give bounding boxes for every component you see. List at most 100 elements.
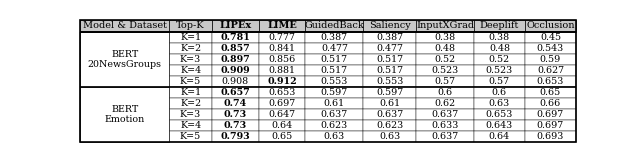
Text: 0.48: 0.48 xyxy=(489,44,510,53)
Bar xyxy=(364,76,416,87)
Bar xyxy=(525,20,576,32)
Text: 0.73: 0.73 xyxy=(223,121,247,130)
Bar xyxy=(364,32,416,43)
Text: Top-K: Top-K xyxy=(176,21,205,30)
Bar xyxy=(525,65,576,76)
Text: 0.553: 0.553 xyxy=(321,77,348,86)
Text: 0.48: 0.48 xyxy=(435,44,456,53)
Bar xyxy=(80,65,170,76)
Bar xyxy=(259,43,305,54)
Bar xyxy=(305,109,364,120)
Text: 0.523: 0.523 xyxy=(431,66,459,75)
Bar xyxy=(305,120,364,131)
Text: 0.637: 0.637 xyxy=(431,132,459,141)
Text: 0.45: 0.45 xyxy=(540,33,561,42)
Bar xyxy=(525,32,576,43)
Bar xyxy=(170,54,212,65)
Text: 0.52: 0.52 xyxy=(435,55,456,64)
Bar xyxy=(416,76,474,87)
Bar xyxy=(212,76,259,87)
Text: 0.856: 0.856 xyxy=(268,55,296,64)
Bar xyxy=(170,76,212,87)
Text: 0.623: 0.623 xyxy=(376,121,403,130)
Text: 0.857: 0.857 xyxy=(220,44,250,53)
Bar xyxy=(212,65,259,76)
Text: LIME: LIME xyxy=(267,21,297,30)
Text: 0.64: 0.64 xyxy=(489,132,510,141)
Text: 0.74: 0.74 xyxy=(223,99,247,108)
Bar xyxy=(212,43,259,54)
Text: 0.63: 0.63 xyxy=(324,132,345,141)
Text: 0.57: 0.57 xyxy=(435,77,456,86)
Text: 0.517: 0.517 xyxy=(321,66,348,75)
Text: Saliency: Saliency xyxy=(369,21,410,30)
Text: 0.387: 0.387 xyxy=(376,33,403,42)
Bar xyxy=(364,54,416,65)
Bar xyxy=(259,20,305,32)
Bar xyxy=(525,120,576,131)
Bar xyxy=(305,20,364,32)
Text: 0.653: 0.653 xyxy=(486,110,513,119)
Bar xyxy=(305,65,364,76)
Bar xyxy=(364,65,416,76)
Text: K=1: K=1 xyxy=(180,33,201,42)
Text: 0.653: 0.653 xyxy=(537,77,564,86)
Bar xyxy=(474,65,525,76)
Text: 0.543: 0.543 xyxy=(537,44,564,53)
Text: 0.643: 0.643 xyxy=(486,121,513,130)
Bar xyxy=(259,109,305,120)
Bar xyxy=(259,32,305,43)
Text: LIPEx: LIPEx xyxy=(219,21,252,30)
Text: 0.62: 0.62 xyxy=(435,99,456,108)
Bar xyxy=(474,43,525,54)
Text: 0.633: 0.633 xyxy=(431,121,459,130)
Text: K=4: K=4 xyxy=(180,121,201,130)
Bar xyxy=(170,87,212,98)
Bar xyxy=(305,131,364,142)
Bar xyxy=(416,32,474,43)
Text: K=2: K=2 xyxy=(180,99,201,108)
Bar xyxy=(170,131,212,142)
Bar xyxy=(80,32,170,43)
Text: BERT
Emotion: BERT Emotion xyxy=(104,105,145,124)
Text: 0.657: 0.657 xyxy=(220,88,250,97)
Text: 0.61: 0.61 xyxy=(324,99,345,108)
Text: 0.777: 0.777 xyxy=(269,33,296,42)
Bar xyxy=(525,54,576,65)
Bar xyxy=(305,43,364,54)
Bar xyxy=(80,131,170,142)
Bar xyxy=(364,43,416,54)
Text: K=1: K=1 xyxy=(180,88,201,97)
Text: 0.65: 0.65 xyxy=(271,132,292,141)
Bar xyxy=(525,76,576,87)
Text: 0.597: 0.597 xyxy=(376,88,403,97)
Bar xyxy=(474,76,525,87)
Text: GuidedBack: GuidedBack xyxy=(305,21,364,30)
Text: 0.38: 0.38 xyxy=(435,33,456,42)
Text: 0.653: 0.653 xyxy=(268,88,296,97)
Bar xyxy=(212,20,259,32)
Bar xyxy=(474,32,525,43)
Bar xyxy=(80,54,170,65)
Bar xyxy=(259,120,305,131)
Bar xyxy=(364,20,416,32)
Bar xyxy=(259,76,305,87)
Bar xyxy=(416,120,474,131)
Bar xyxy=(525,43,576,54)
Text: 0.693: 0.693 xyxy=(537,132,564,141)
Text: 0.627: 0.627 xyxy=(537,66,564,75)
Bar xyxy=(474,131,525,142)
Bar xyxy=(80,76,170,87)
Bar xyxy=(416,109,474,120)
Text: 0.65: 0.65 xyxy=(540,88,561,97)
Text: 0.637: 0.637 xyxy=(376,110,403,119)
Text: 0.64: 0.64 xyxy=(271,121,292,130)
Bar xyxy=(80,98,170,109)
Bar xyxy=(80,43,170,54)
Bar xyxy=(525,109,576,120)
Bar xyxy=(212,98,259,109)
Bar xyxy=(212,109,259,120)
Bar xyxy=(364,120,416,131)
Bar xyxy=(305,98,364,109)
Text: 0.553: 0.553 xyxy=(376,77,403,86)
